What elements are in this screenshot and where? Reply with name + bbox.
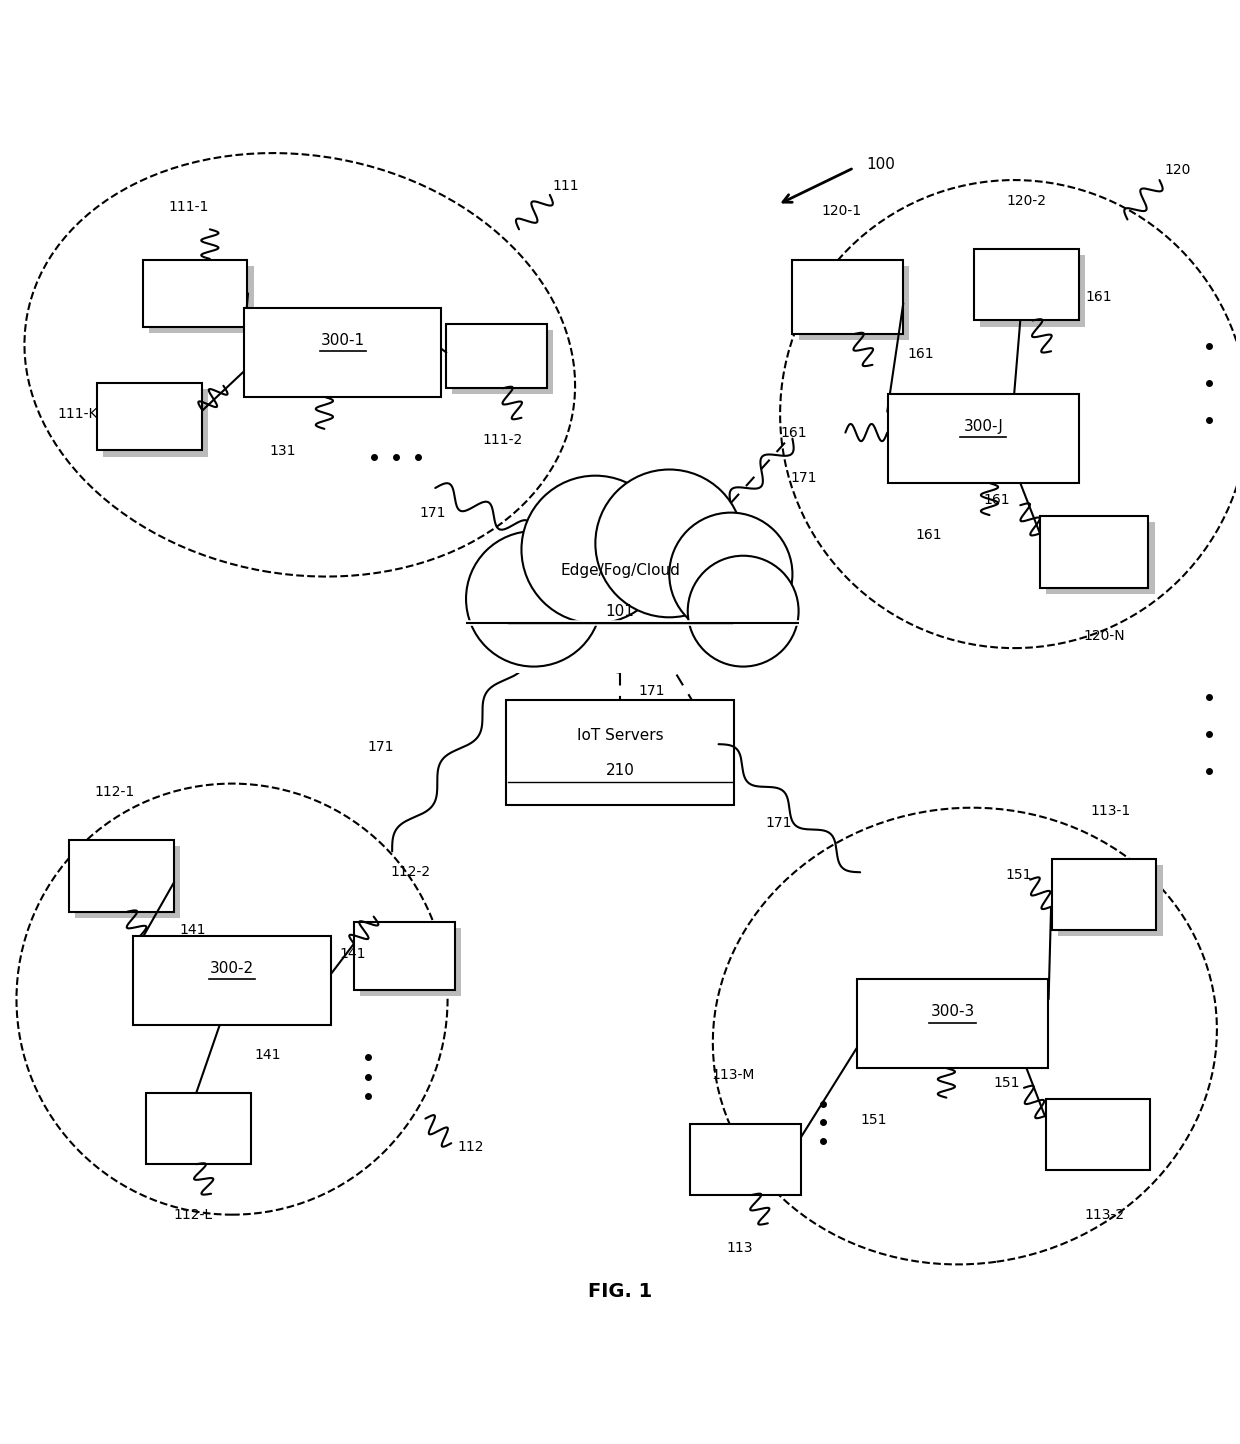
Text: 113: 113: [727, 1240, 753, 1255]
Bar: [1045, 1099, 1151, 1170]
Bar: [97, 383, 202, 451]
Text: 171: 171: [765, 816, 792, 830]
Bar: [981, 256, 1085, 326]
Text: 112-2: 112-2: [391, 865, 430, 879]
Bar: [975, 248, 1079, 321]
Text: 100: 100: [867, 156, 895, 172]
Bar: [446, 323, 547, 388]
Bar: [506, 700, 734, 806]
Text: 151: 151: [993, 1076, 1019, 1090]
Text: 120-N: 120-N: [1084, 628, 1125, 643]
Text: 141: 141: [254, 1047, 280, 1061]
Text: Edge/Fog/Cloud: Edge/Fog/Cloud: [560, 563, 680, 578]
Bar: [69, 840, 174, 911]
Text: IoT Servers: IoT Servers: [577, 728, 663, 744]
Text: 113-M: 113-M: [712, 1069, 755, 1083]
Text: 111-K: 111-K: [57, 407, 98, 422]
Text: 151: 151: [1006, 868, 1032, 882]
Bar: [453, 331, 553, 394]
Circle shape: [670, 513, 792, 635]
Text: 151: 151: [861, 1113, 887, 1126]
Text: 300-1: 300-1: [321, 332, 365, 348]
Bar: [360, 928, 461, 996]
Bar: [103, 388, 208, 456]
Text: 112-L: 112-L: [174, 1207, 212, 1222]
Bar: [799, 266, 909, 341]
Circle shape: [522, 475, 670, 624]
Bar: [888, 394, 1079, 484]
Text: FIG. 1: FIG. 1: [588, 1281, 652, 1301]
Text: 113-2: 113-2: [1084, 1207, 1125, 1222]
Text: 120: 120: [1164, 163, 1190, 178]
Circle shape: [688, 556, 799, 667]
Circle shape: [466, 531, 601, 667]
Text: 171: 171: [367, 739, 394, 754]
Bar: [134, 936, 331, 1025]
Bar: [244, 308, 441, 397]
Bar: [143, 260, 248, 328]
Bar: [792, 260, 903, 334]
Text: 120-1: 120-1: [822, 204, 862, 218]
Text: 171: 171: [639, 684, 665, 699]
Circle shape: [595, 469, 743, 617]
Circle shape: [466, 531, 601, 667]
Bar: [146, 1093, 252, 1164]
Text: 300-3: 300-3: [930, 1004, 975, 1019]
Circle shape: [670, 513, 792, 635]
Bar: [74, 846, 180, 918]
Text: 171: 171: [790, 471, 816, 485]
Bar: [1052, 859, 1157, 930]
Text: 113-1: 113-1: [1090, 804, 1131, 817]
Text: 161: 161: [915, 529, 942, 542]
Bar: [1040, 517, 1148, 588]
Text: 120-2: 120-2: [1007, 193, 1047, 208]
Bar: [1047, 523, 1154, 593]
Bar: [353, 923, 455, 991]
Text: 161: 161: [906, 347, 934, 361]
Text: 141: 141: [340, 947, 366, 960]
Text: 141: 141: [179, 923, 206, 937]
Text: 112: 112: [458, 1139, 484, 1154]
Circle shape: [595, 469, 743, 617]
Bar: [857, 979, 1048, 1069]
Text: 300-2: 300-2: [210, 960, 254, 976]
Bar: [460, 592, 780, 673]
Text: 111: 111: [552, 179, 579, 193]
Bar: [1058, 865, 1163, 936]
Text: 112-1: 112-1: [95, 786, 135, 799]
Text: 161: 161: [983, 494, 1009, 507]
Text: 101: 101: [605, 604, 635, 618]
Text: 111-1: 111-1: [169, 201, 210, 214]
Text: 210: 210: [605, 762, 635, 777]
Text: 111-2: 111-2: [482, 433, 523, 448]
Text: 171: 171: [419, 505, 445, 520]
Circle shape: [688, 556, 799, 667]
Bar: [691, 1123, 801, 1196]
Text: 161: 161: [780, 426, 807, 439]
Text: 131: 131: [269, 445, 295, 458]
Text: 300-J: 300-J: [963, 419, 1003, 433]
Text: 161: 161: [1085, 290, 1112, 305]
Circle shape: [522, 475, 670, 624]
Bar: [149, 266, 253, 334]
